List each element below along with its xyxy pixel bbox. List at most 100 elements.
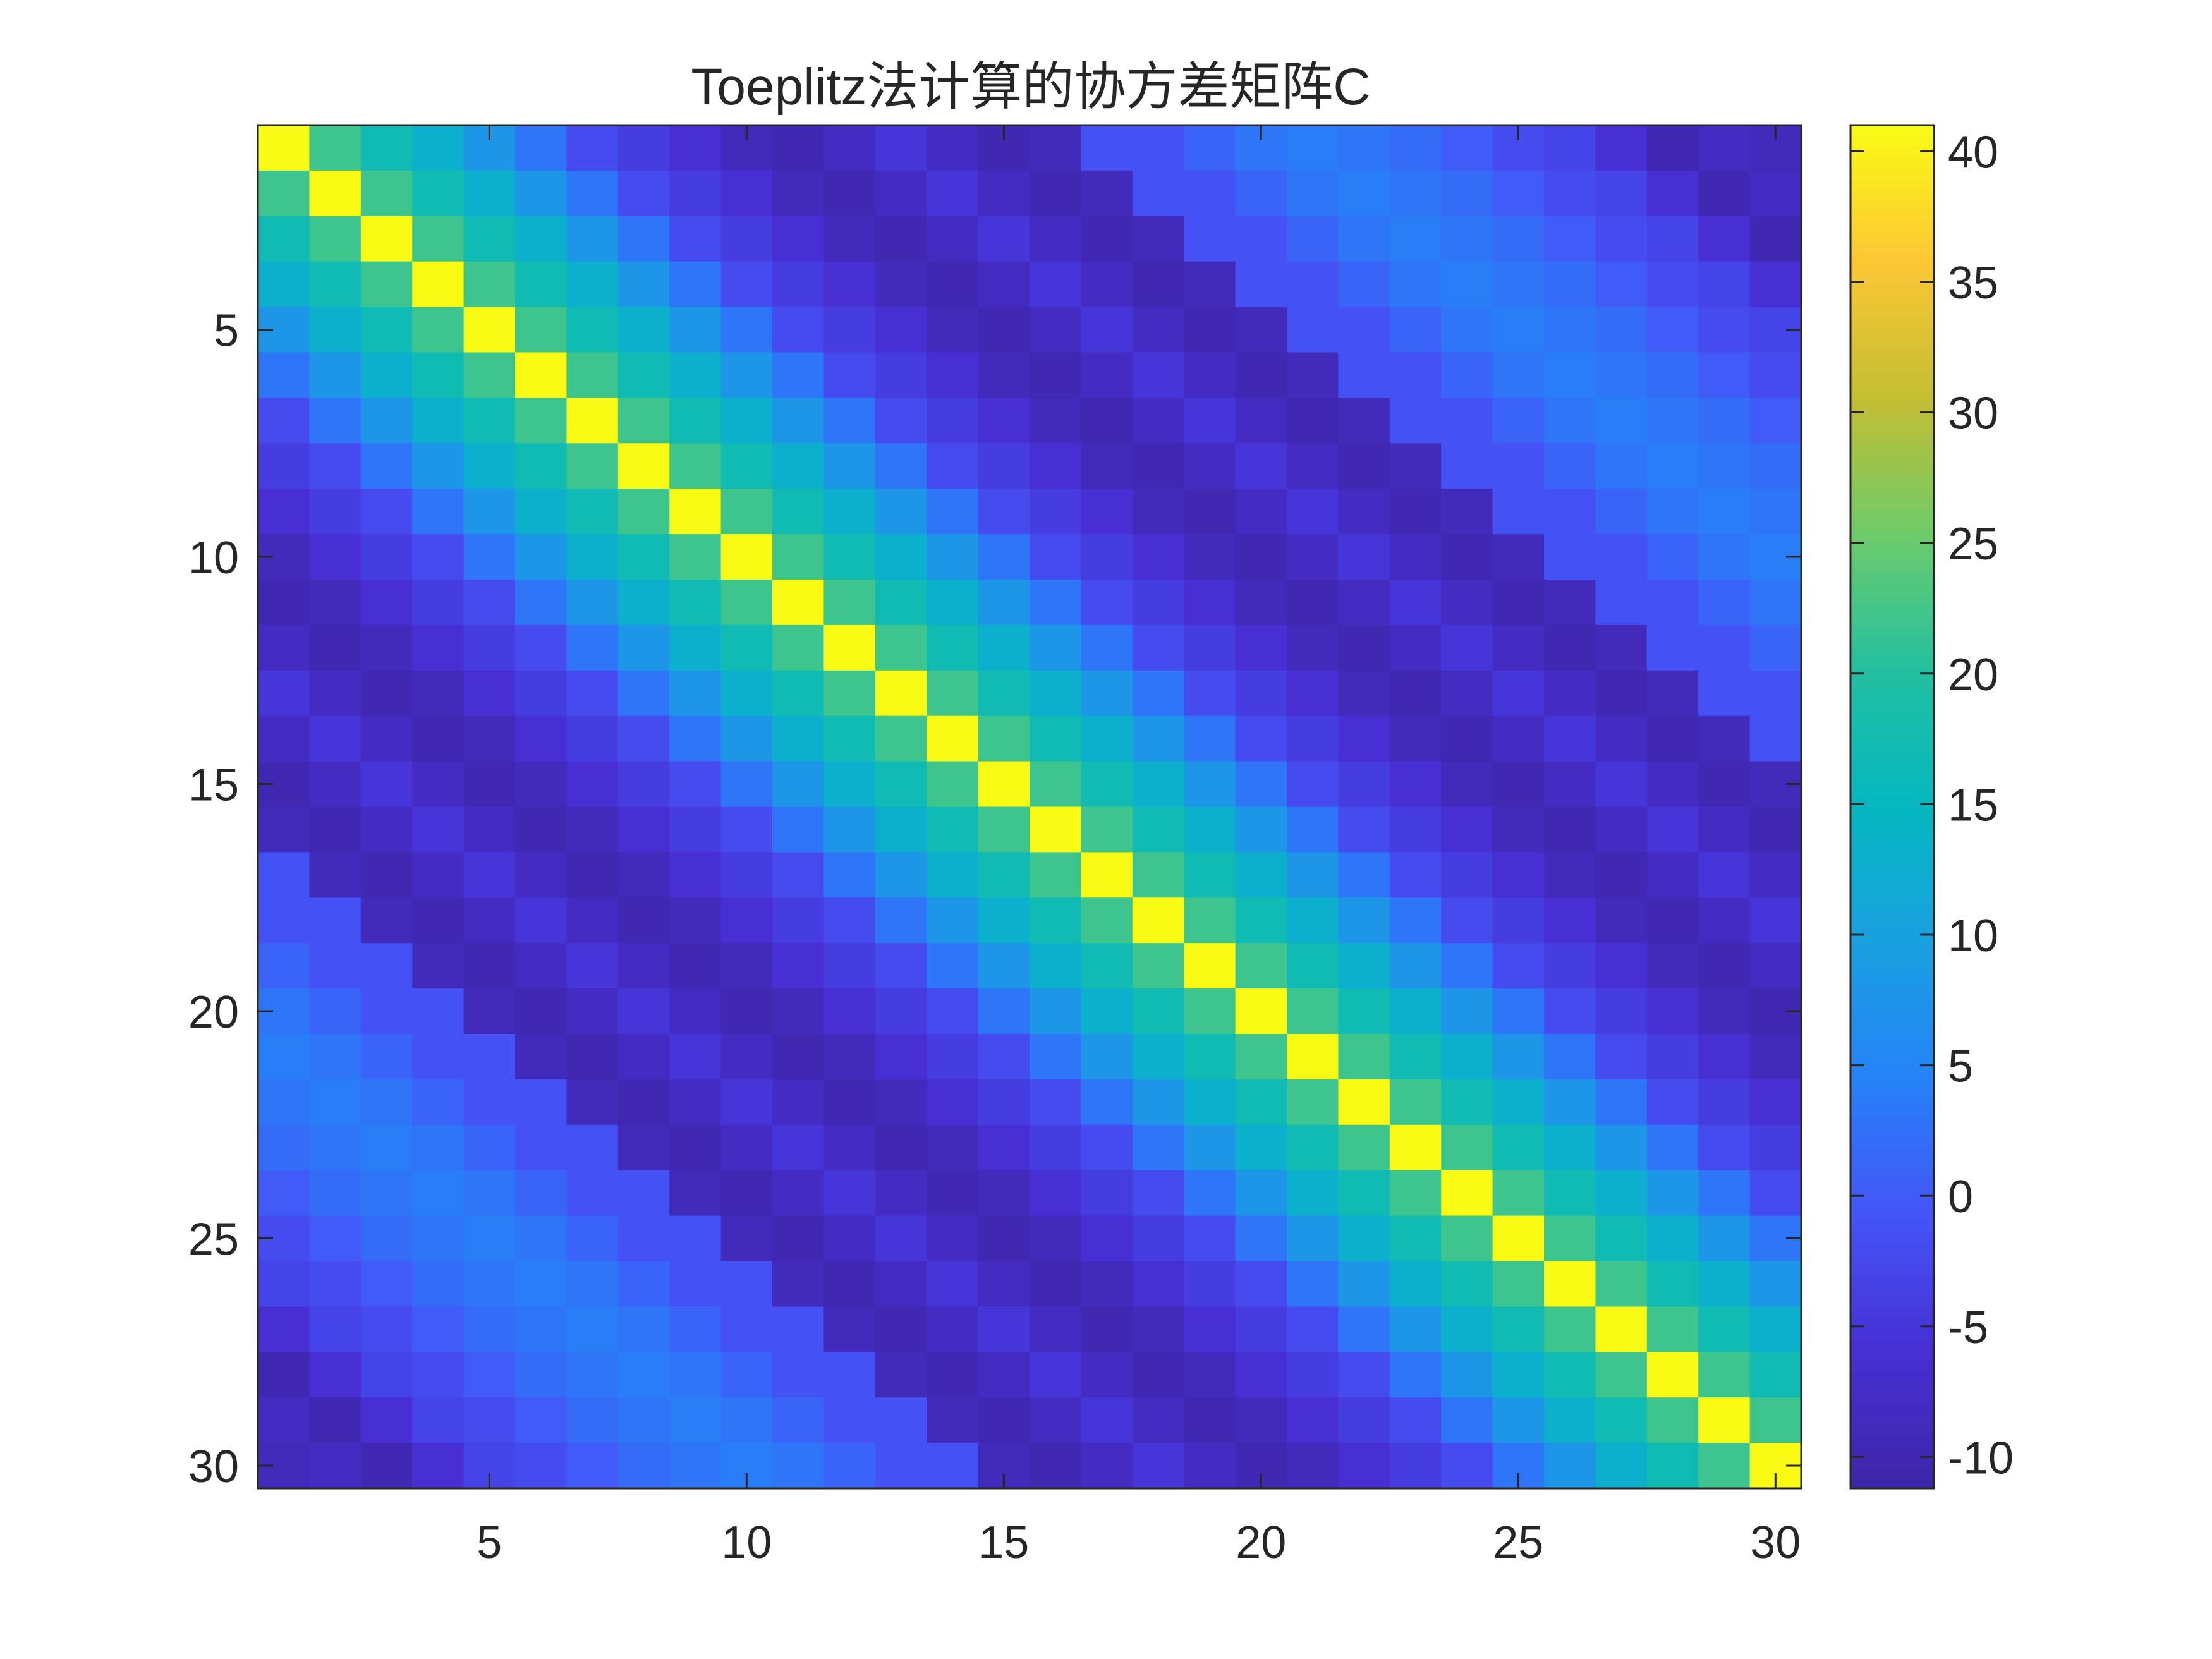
heatmap-cell [772, 443, 824, 489]
heatmap-cell [566, 443, 619, 489]
heatmap-cell [1544, 806, 1596, 853]
heatmap-cell [515, 1352, 567, 1398]
heatmap-cell [1132, 125, 1184, 171]
heatmap-cell [1184, 125, 1236, 171]
heatmap-cell [463, 761, 516, 808]
colorbar-step [1850, 977, 1934, 988]
heatmap-cell [978, 261, 1030, 308]
heatmap-cell [978, 943, 1030, 989]
colorbar-step [1850, 306, 1934, 318]
heatmap-cell [1698, 398, 1751, 444]
heatmap-cell [823, 216, 876, 262]
heatmap-cell [463, 580, 516, 626]
heatmap-cell [1492, 1397, 1545, 1443]
heatmap-cell [1132, 1352, 1184, 1398]
heatmap-cell [978, 1397, 1030, 1443]
heatmap-cell [720, 670, 773, 717]
heatmap-cell [360, 897, 413, 944]
heatmap-cell [258, 580, 310, 626]
heatmap-cell [258, 1397, 310, 1443]
heatmap-cell [1235, 216, 1287, 262]
heatmap-cell [412, 1397, 465, 1443]
heatmap-cell [515, 1443, 567, 1489]
heatmap-cell [309, 1261, 362, 1307]
colorbar-step [1850, 540, 1934, 552]
heatmap-cell [1389, 1034, 1442, 1080]
heatmap-cell [1081, 715, 1133, 762]
heatmap-cell [1389, 1261, 1442, 1307]
heatmap-cell [772, 352, 824, 398]
colorbar-step [1850, 274, 1934, 286]
heatmap-cell [1492, 1170, 1545, 1217]
colorbar-step [1850, 455, 1934, 467]
heatmap-cell [772, 261, 824, 308]
heatmap-cell [1698, 1397, 1751, 1443]
heatmap-cell [1338, 580, 1390, 626]
heatmap-cell [566, 1306, 619, 1352]
colorbar-step [1850, 710, 1934, 722]
heatmap-cell [823, 670, 876, 717]
heatmap-cell [463, 1170, 516, 1217]
heatmap-cell [309, 988, 362, 1035]
heatmap-cell [309, 170, 362, 217]
heatmap-cell [1235, 761, 1287, 808]
heatmap-cell [927, 624, 979, 671]
heatmap-cell [1235, 352, 1287, 398]
heatmap-cell [927, 897, 979, 944]
heatmap-cell [978, 443, 1030, 489]
heatmap-cell [1441, 670, 1493, 717]
heatmap-cell [1646, 534, 1699, 580]
heatmap-cell [1338, 624, 1390, 671]
heatmap-cell [1338, 1306, 1390, 1352]
colorbar-step [1850, 1265, 1934, 1276]
heatmap-cell [1492, 943, 1545, 989]
heatmap-cell [1595, 1170, 1648, 1217]
heatmap-cell [1492, 988, 1545, 1035]
heatmap-cell [875, 1124, 927, 1171]
colorbar-step [1850, 764, 1934, 775]
x-tick-label: 25 [1493, 1517, 1543, 1568]
heatmap-cell [360, 806, 413, 853]
heatmap-cell [823, 534, 876, 580]
heatmap-cell [1081, 580, 1133, 626]
heatmap-cell [412, 670, 465, 717]
heatmap-cell [823, 1124, 876, 1171]
heatmap-cell [360, 352, 413, 398]
colorbar-step [1850, 753, 1934, 765]
heatmap-cell [1030, 670, 1081, 717]
heatmap-cell [1132, 1261, 1184, 1307]
colorbar-step [1850, 892, 1934, 903]
heatmap-cell [978, 170, 1030, 217]
heatmap-cell [1749, 489, 1802, 535]
colorbar-step [1850, 1296, 1934, 1308]
heatmap-cell [617, 1306, 670, 1352]
heatmap-cell [617, 806, 670, 853]
heatmap-cell [875, 1079, 927, 1126]
heatmap-cell [1595, 352, 1648, 398]
heatmap-cell [669, 897, 722, 944]
heatmap-cell [515, 1170, 567, 1217]
colorbar-step [1850, 530, 1934, 542]
heatmap-cell [978, 670, 1030, 717]
heatmap-cell [1698, 352, 1751, 398]
heatmap-cell [1698, 170, 1751, 217]
heatmap-cell [875, 352, 927, 398]
colorbar-step [1850, 1467, 1934, 1478]
heatmap-cell [1030, 1397, 1081, 1443]
heatmap-cell [412, 715, 465, 762]
colorbar-step [1850, 508, 1934, 520]
heatmap-cell [1030, 1170, 1081, 1217]
heatmap-cell [1646, 1079, 1699, 1126]
heatmap-cell [1338, 170, 1390, 217]
heatmap-cell [772, 398, 824, 444]
heatmap-cell [823, 1034, 876, 1080]
heatmap-cell [1184, 534, 1236, 580]
heatmap-cell [1544, 261, 1596, 308]
colorbar-step [1850, 615, 1934, 626]
heatmap-cell [463, 307, 516, 353]
heatmap-cell [463, 1306, 516, 1352]
heatmap-cell [1338, 852, 1390, 898]
heatmap-cell [978, 1261, 1030, 1307]
heatmap-cell [1338, 261, 1390, 308]
heatmap-cell [1389, 988, 1442, 1035]
